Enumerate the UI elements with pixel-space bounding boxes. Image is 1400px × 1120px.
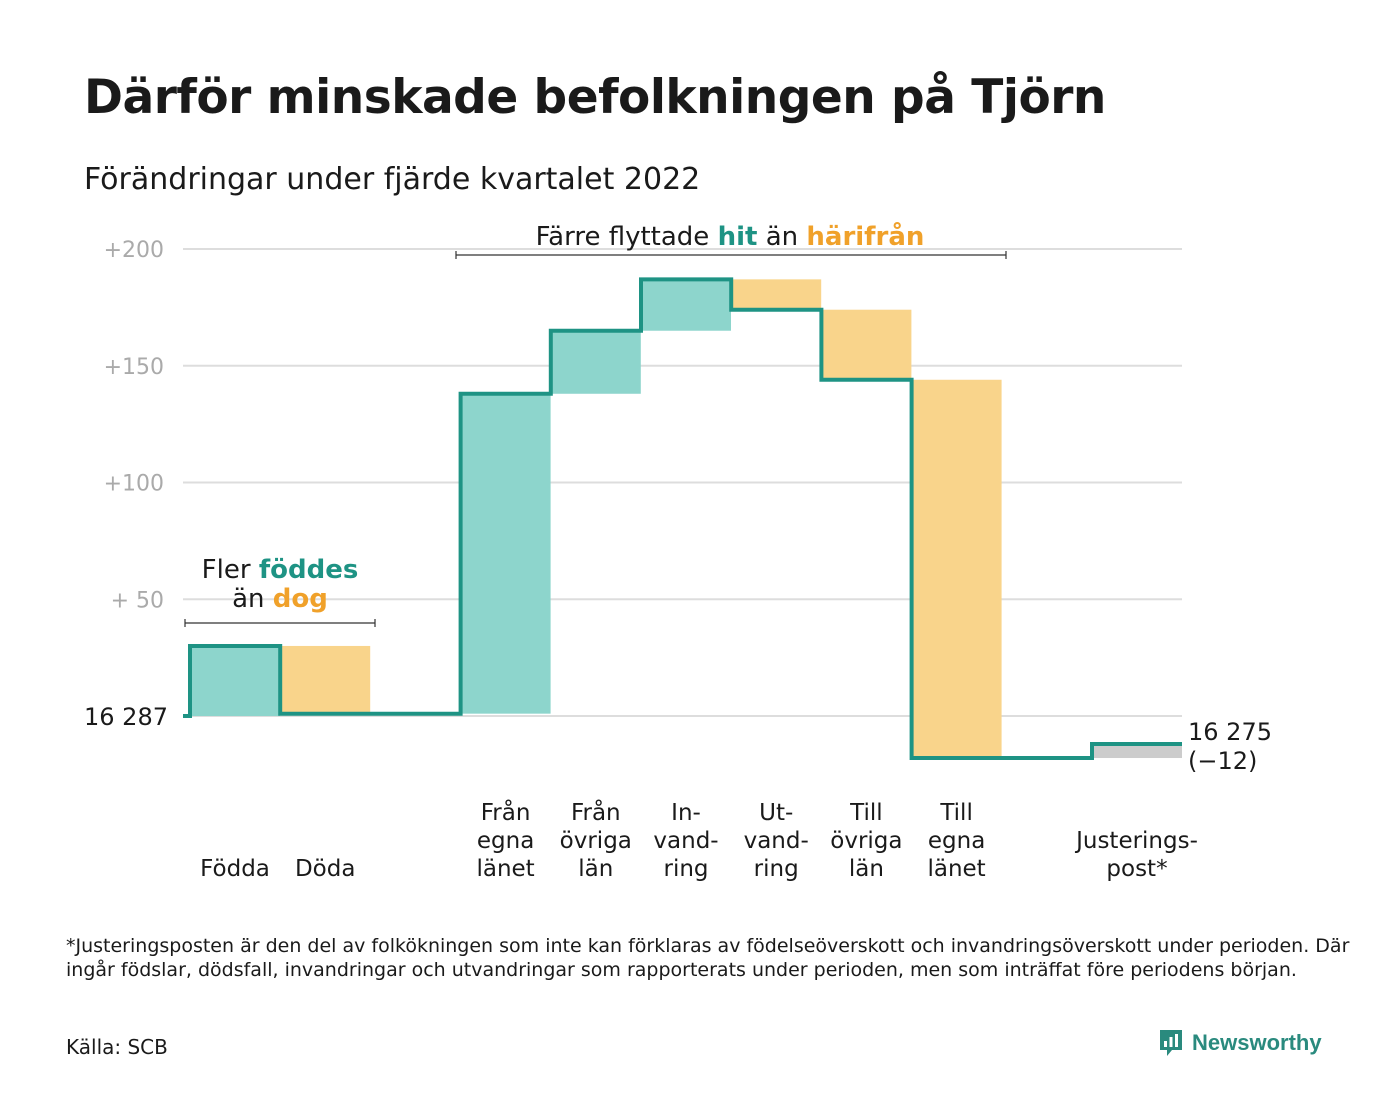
category-label: län (578, 856, 613, 882)
chart-title: Därför minskade befolkningen på Tjörn (84, 70, 1106, 125)
y-tick-label: +100 (104, 472, 164, 497)
category-label: Från (571, 798, 621, 826)
grid-layer: +200 +150 +100 + 50 (104, 238, 1182, 717)
footnote: *Justeringsposten är den del av folkökni… (66, 935, 1350, 981)
category-label: egna (928, 828, 985, 854)
newsworthy-logo-icon (1160, 1030, 1182, 1056)
category-label: vand- (653, 828, 718, 854)
waterfall-chart: +200+150+100+ 50 Födda DödaFrånegnalänetF… (84, 220, 1272, 882)
bar (1092, 744, 1182, 759)
end-value-label: (−12) (1188, 747, 1257, 775)
y-tick-label: +150 (104, 355, 164, 380)
cumulative-line (183, 277, 1182, 760)
category-label: länet (927, 856, 985, 882)
end-value-label: 16 275 (1188, 718, 1272, 746)
migration-annotation: Färre flyttade hit än härifrån (536, 220, 925, 252)
births-annotation-line1: Fler föddes (202, 555, 359, 585)
label-layer: Födda DödaFrånegnalänetFrånövrigalänIn-va… (84, 703, 1272, 882)
category-label: egna (477, 828, 534, 854)
category-label: övriga (560, 828, 632, 854)
category-label: Justerings- (1074, 828, 1198, 854)
category-label: Döda (295, 856, 355, 882)
category-label: Till (939, 800, 973, 826)
bar (190, 645, 280, 716)
category-label: Från (481, 798, 531, 826)
category-label: Födda (200, 856, 270, 882)
bar-layer (190, 279, 1182, 759)
bar (550, 330, 641, 394)
bar (821, 309, 912, 380)
category-label: vand- (744, 828, 809, 854)
bar (731, 279, 822, 310)
category-label: post* (1106, 856, 1167, 882)
category-label: län (849, 856, 884, 882)
bar (641, 279, 731, 331)
brand-name: Newsworthy (1192, 1030, 1322, 1055)
births-annotation-line2: än dog (232, 584, 328, 614)
category-label: länet (476, 856, 534, 882)
category-label: In- (671, 800, 701, 826)
category-label: Till (849, 800, 883, 826)
bar (911, 379, 1002, 759)
bar (460, 393, 551, 714)
brand[interactable]: Newsworthy (1158, 1028, 1322, 1058)
bar (280, 645, 371, 714)
line-layer (183, 277, 1182, 760)
chart-subtitle: Förändringar under fjärde kvartalet 2022 (84, 162, 701, 197)
category-label: ring (663, 856, 708, 882)
category-label: Ut- (759, 800, 793, 826)
y-tick-label: + 50 (111, 588, 164, 613)
category-label: ring (754, 856, 799, 882)
category-label: övriga (830, 828, 902, 854)
start-value-label: 16 287 (84, 703, 168, 731)
y-tick-label: +200 (104, 238, 164, 263)
source-label: Källa: SCB (66, 1035, 168, 1059)
